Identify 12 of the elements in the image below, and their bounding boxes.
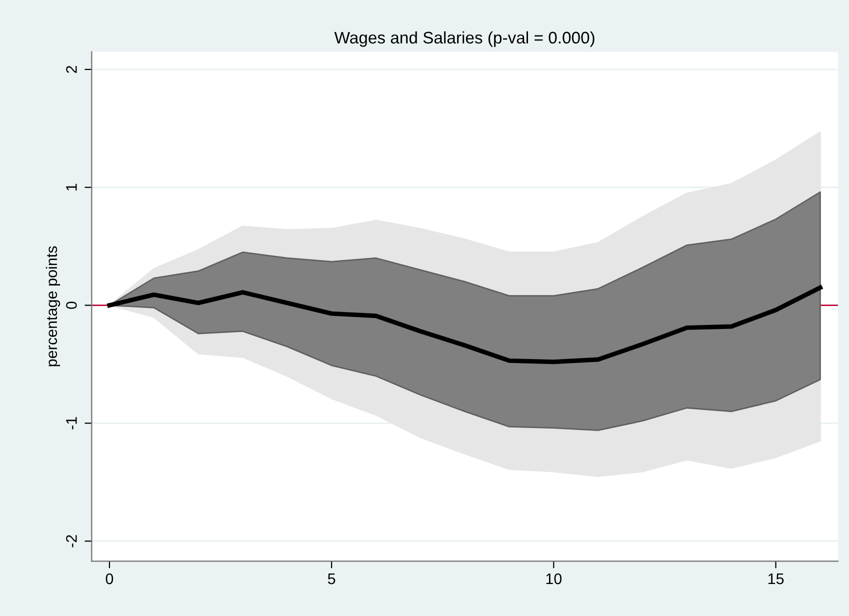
x-tick-label: 5 (328, 574, 336, 584)
y-tick-label: 1 (66, 184, 77, 190)
chart-title: Wages and Salaries (p-val = 0.000) (334, 31, 594, 47)
x-tick-label: 15 (768, 574, 784, 584)
y-tick-label: 2 (66, 66, 77, 73)
line-series (107, 285, 822, 364)
y-tick-label: -1 (66, 417, 77, 430)
y-axis-title: percentage points (46, 246, 60, 366)
x-tick-label: 0 (106, 573, 114, 584)
y-tick-label: -2 (66, 535, 77, 548)
x-tick-label: 10 (546, 573, 562, 584)
y-tick-label: 0 (66, 302, 77, 309)
